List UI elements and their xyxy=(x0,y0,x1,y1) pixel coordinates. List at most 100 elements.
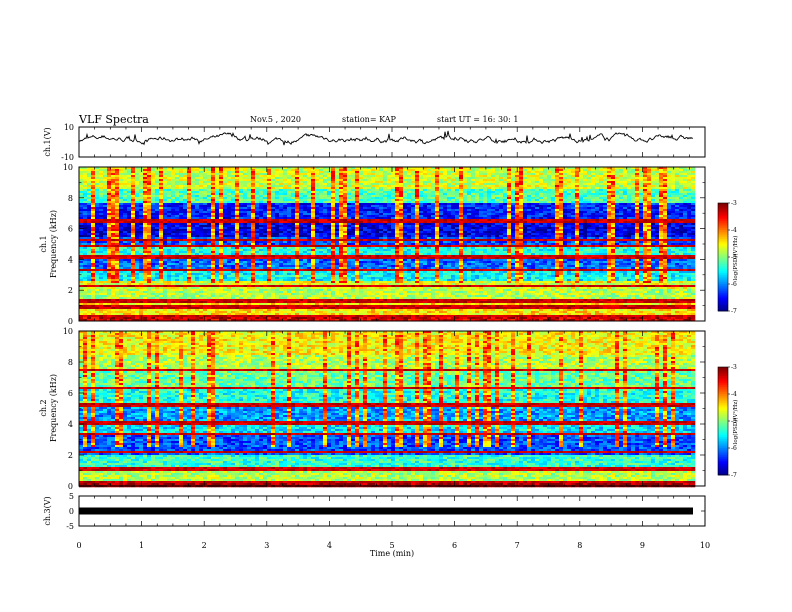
spectrogram-cell xyxy=(247,215,251,217)
spectrogram-cell xyxy=(551,211,555,213)
spectrogram-cell xyxy=(627,191,631,193)
spectrogram-cell xyxy=(403,221,407,223)
spectrogram-cell xyxy=(151,209,155,211)
spectrogram-cell xyxy=(143,185,147,187)
spectrogram-cell xyxy=(375,213,379,215)
spectrogram-cell xyxy=(667,207,671,209)
spectrogram-cell xyxy=(311,209,315,211)
spectrogram-cell xyxy=(183,179,187,181)
spectrogram-cell xyxy=(663,191,667,193)
spectrogram-cell xyxy=(107,207,111,209)
spectrogram-cell xyxy=(487,171,491,173)
spectrogram-cell xyxy=(463,177,467,179)
spectrogram-cell xyxy=(523,225,527,227)
spectrogram-cell xyxy=(415,173,419,175)
spectrogram-cell xyxy=(131,211,135,213)
spectrogram-cell xyxy=(551,187,555,189)
spectrogram-cell xyxy=(427,181,431,183)
spectrogram-cell xyxy=(507,173,511,175)
spectrogram-cell xyxy=(615,195,619,197)
spectrogram-cell xyxy=(299,187,303,189)
spectrogram-cell xyxy=(447,203,451,205)
spectrogram-cell xyxy=(331,171,335,173)
spectrogram-cell xyxy=(431,205,435,207)
spectrogram-cell xyxy=(235,191,239,193)
spectrogram-cell xyxy=(359,169,363,171)
spectrogram-cell xyxy=(155,175,159,177)
spectrogram-cell xyxy=(367,205,371,207)
spectrogram-cell xyxy=(383,205,387,207)
spectrogram-cell xyxy=(599,173,603,175)
spectrogram-cell xyxy=(367,229,371,231)
spectrogram-cell xyxy=(179,181,183,183)
spectrogram-cell xyxy=(691,221,695,223)
spectrogram-cell xyxy=(203,215,207,217)
spectrogram-cell xyxy=(415,213,419,215)
spectrogram-cell xyxy=(643,183,647,185)
spectrogram-cell xyxy=(331,173,335,175)
spectrogram-cell xyxy=(531,217,535,219)
spectrogram-cell xyxy=(223,181,227,183)
spectrogram-cell xyxy=(215,179,219,181)
spectrogram-cell xyxy=(343,213,347,215)
spectrogram-cell xyxy=(631,211,635,213)
spectrogram-cell xyxy=(163,213,167,215)
spectrogram-cell xyxy=(407,189,411,191)
spectrogram-cell xyxy=(303,211,307,213)
spectrogram-cell xyxy=(127,195,131,197)
spectrogram-cell xyxy=(335,213,339,215)
spectrogram-cell xyxy=(535,213,539,215)
spectrogram-cell xyxy=(147,211,151,213)
spectrogram-cell xyxy=(643,169,647,171)
spectrogram-cell xyxy=(287,217,291,219)
spectrogram-cell xyxy=(431,187,435,189)
spectrogram-cell xyxy=(615,213,619,215)
spectrogram-cell xyxy=(395,197,399,199)
spectrogram-cell xyxy=(115,187,119,189)
spectrogram-cell xyxy=(455,227,459,229)
spectrogram-cell xyxy=(595,177,599,179)
spectrogram-cell xyxy=(131,183,135,185)
spectrogram-cell xyxy=(267,221,271,223)
spectrogram-cell xyxy=(315,195,319,197)
spectrogram-cell xyxy=(607,217,611,219)
spectrogram-cell xyxy=(527,201,531,203)
spectrogram-cell xyxy=(439,213,443,215)
spectrogram-cell xyxy=(171,201,175,203)
spectrogram-cell xyxy=(655,179,659,181)
spectrogram-cell xyxy=(503,203,507,205)
spectrogram-cell xyxy=(579,207,583,209)
spectrogram-cell xyxy=(183,177,187,179)
spectrogram-cell xyxy=(411,221,415,223)
spectrogram-cell xyxy=(679,209,683,211)
spectrogram-cell xyxy=(127,205,131,207)
spectrogram-cell xyxy=(135,185,139,187)
spectrogram-cell xyxy=(475,199,479,201)
spectrogram-cell xyxy=(375,215,379,217)
spectrogram-cell xyxy=(239,205,243,207)
spectrogram-cell xyxy=(631,183,635,185)
spectrogram-cell xyxy=(459,187,463,189)
spectrogram-cell xyxy=(239,181,243,183)
spectrogram-cell xyxy=(563,199,567,201)
spectrogram-cell xyxy=(215,181,219,183)
spectrogram-cell xyxy=(691,213,695,215)
spectrogram-cell xyxy=(343,201,347,203)
spectrogram-cell xyxy=(171,227,175,229)
spectrogram-cell xyxy=(471,223,475,225)
spectrogram-cell xyxy=(319,199,323,201)
spectrogram-cell xyxy=(155,179,159,181)
spectrogram-cell xyxy=(131,225,135,227)
spectrogram-cell xyxy=(227,181,231,183)
spectrogram-cell xyxy=(271,189,275,191)
spectrogram-cell xyxy=(203,175,207,177)
spectrogram-cell xyxy=(451,221,455,223)
spectrogram-cell xyxy=(123,195,127,197)
spectrogram-cell xyxy=(523,185,527,187)
spectrogram-cell xyxy=(523,175,527,177)
spectrogram-cell xyxy=(427,185,431,187)
spectrogram-cell xyxy=(215,231,219,233)
spectrogram-cell xyxy=(379,209,383,211)
spectrogram-cell xyxy=(463,211,467,213)
spectrogram-cell xyxy=(551,181,555,183)
